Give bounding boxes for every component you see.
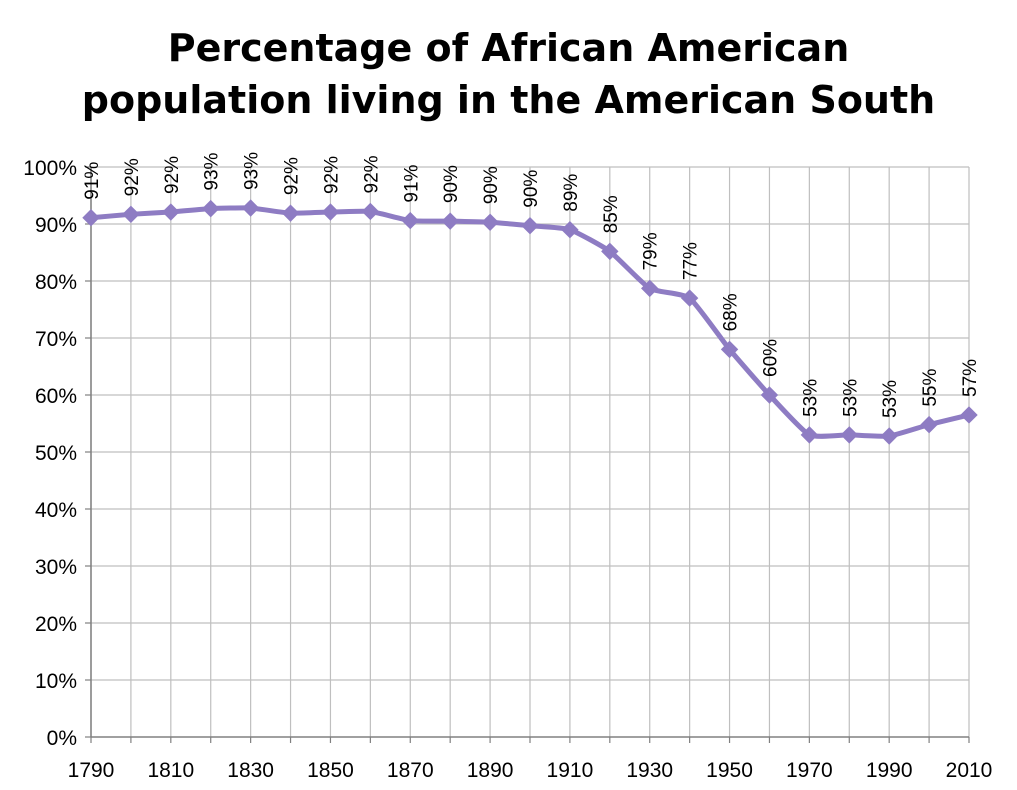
- x-tick-label: 1930: [626, 759, 673, 782]
- data-label: 92%: [361, 155, 382, 193]
- data-labels: 91% 92% 92% 93% 93% 92% 92% 92% 91% 90% 90% 90% 89% 8…: [82, 152, 981, 418]
- x-tick-label: 2010: [946, 759, 993, 782]
- y-tick-label: 50%: [35, 442, 77, 465]
- data-label: 57%: [960, 359, 981, 397]
- data-point-marker: [202, 199, 220, 218]
- data-point-marker: [361, 202, 380, 221]
- data-point-marker: [82, 209, 100, 227]
- x-tick-label: 1850: [307, 759, 354, 782]
- y-tick-label: 30%: [35, 556, 77, 579]
- data-point-marker: [720, 340, 739, 359]
- x-axis-tick-labels: 1790 1810 1830 1850 1870 1890 1910 1930 1950 1970…: [68, 759, 993, 782]
- y-axis-tick-labels: 0% 10% 20% 30% 40% 50% 60% 70% 80% 90% 100%: [23, 157, 77, 750]
- data-label: 85%: [601, 195, 622, 233]
- data-point-marker: [760, 386, 779, 404]
- data-label: 91%: [82, 162, 103, 200]
- y-tick-label: 100%: [23, 157, 77, 180]
- y-tick-label: 10%: [35, 670, 77, 693]
- x-tick-label: 1810: [147, 759, 194, 782]
- data-point-marker: [441, 212, 459, 230]
- data-label: 53%: [880, 380, 901, 418]
- data-label: 91%: [401, 164, 422, 202]
- x-tick-label: 1990: [866, 759, 913, 782]
- data-point-marker: [601, 242, 619, 261]
- data-point-marker: [840, 426, 858, 444]
- data-label: 92%: [321, 156, 342, 194]
- data-point-marker: [241, 199, 260, 217]
- y-tick-label: 0%: [47, 727, 77, 750]
- y-tick-label: 90%: [35, 214, 77, 237]
- data-point-marker: [880, 427, 898, 445]
- data-label: 60%: [760, 339, 781, 377]
- data-label: 79%: [641, 232, 662, 270]
- x-tick-label: 1870: [387, 759, 434, 782]
- y-tick-label: 60%: [35, 385, 77, 408]
- chart-title-line-1: Percentage of African American: [167, 26, 850, 70]
- data-series: [82, 199, 978, 445]
- data-point-marker: [920, 415, 938, 434]
- data-label: 92%: [122, 158, 143, 196]
- data-label: 90%: [521, 170, 542, 208]
- data-label: 68%: [721, 293, 742, 331]
- data-label: 53%: [800, 379, 821, 417]
- data-point-marker: [960, 406, 978, 424]
- data-label: 53%: [840, 379, 861, 417]
- data-label: 93%: [242, 152, 263, 190]
- x-tick-label: 1910: [547, 759, 594, 782]
- data-point-marker: [680, 289, 699, 307]
- data-label: 55%: [920, 369, 941, 407]
- chart-title-line-2: population living in the American South: [81, 78, 936, 122]
- chart-title: Percentage of African American populatio…: [0, 22, 1017, 126]
- data-point-marker: [641, 279, 659, 298]
- data-label: 90%: [441, 165, 462, 203]
- data-point-marker: [122, 205, 140, 224]
- chart-grid: [90, 166, 970, 737]
- x-tick-label: 1970: [786, 759, 833, 782]
- y-tick-label: 40%: [35, 499, 77, 522]
- data-point-marker: [162, 203, 180, 221]
- x-tick-label: 1890: [467, 759, 514, 782]
- chart-axes: [85, 166, 970, 743]
- data-label: 92%: [162, 156, 183, 194]
- data-label: 90%: [481, 166, 502, 204]
- x-tick-label: 1950: [706, 759, 753, 782]
- y-tick-label: 70%: [35, 328, 77, 351]
- x-tick-label: 1790: [68, 759, 115, 782]
- data-label: 92%: [282, 157, 303, 195]
- data-point-marker: [481, 213, 499, 231]
- data-point-marker: [800, 426, 819, 444]
- y-tick-label: 80%: [35, 271, 77, 294]
- data-point-marker: [321, 203, 340, 221]
- y-tick-label: 20%: [35, 613, 77, 636]
- x-tick-label: 1830: [227, 759, 274, 782]
- data-point-marker: [281, 204, 300, 222]
- data-label: 77%: [681, 242, 702, 280]
- data-point-marker: [521, 217, 539, 235]
- data-point-marker: [401, 211, 419, 230]
- data-label: 89%: [561, 174, 582, 212]
- data-point-marker: [561, 220, 579, 239]
- data-label: 93%: [202, 152, 223, 190]
